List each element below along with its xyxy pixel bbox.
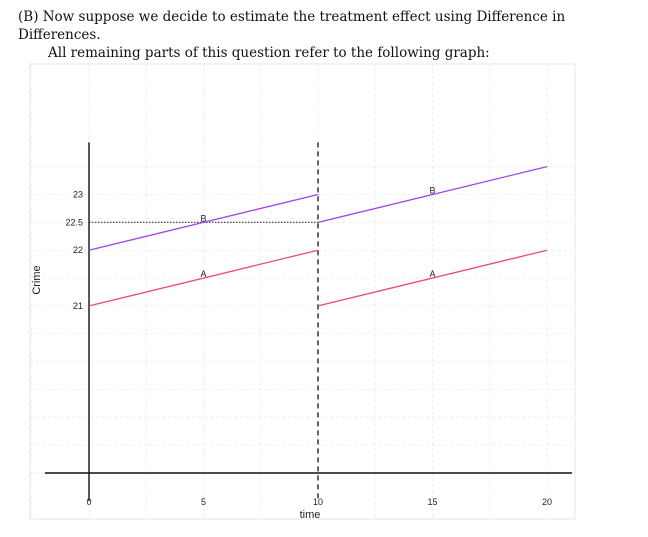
point-label-A: A xyxy=(200,269,206,279)
y-tick-label: 23 xyxy=(73,190,83,200)
y-tick-label: 22.5 xyxy=(65,217,83,227)
question-line-2: All remaining parts of this question ref… xyxy=(48,45,490,61)
x-tick-label: 5 xyxy=(201,497,206,507)
point-label-A: A xyxy=(429,269,435,279)
point-label-B: B xyxy=(200,213,206,223)
series-B-segment-2 xyxy=(317,166,548,223)
x-tick-label: 15 xyxy=(427,497,437,507)
x-tick-label: 20 xyxy=(542,497,552,507)
series-A-segment-1 xyxy=(88,249,319,307)
x-axis-label: time xyxy=(300,509,321,521)
y-axis-label: Crime xyxy=(31,265,43,294)
question-line-1: (B) Now suppose we decide to estimate th… xyxy=(18,9,566,43)
point-label-B: B xyxy=(429,186,435,196)
tick-labels: 0 5 10 15 20 21 22 22.5 23 xyxy=(65,190,552,508)
series-A-segment-2 xyxy=(317,249,548,307)
x-tick-label: 10 xyxy=(313,497,323,507)
series-group xyxy=(88,166,548,307)
y-tick-label: 21 xyxy=(73,301,83,311)
y-tick-label: 22 xyxy=(73,245,83,255)
plot-panel xyxy=(29,63,576,520)
axes xyxy=(45,142,572,501)
x-tick-label: 0 xyxy=(86,497,91,507)
point-labels: B B A A xyxy=(200,186,435,280)
question-text: (B) Now suppose we decide to estimate th… xyxy=(18,8,638,62)
series-B-segment-1 xyxy=(88,193,319,251)
